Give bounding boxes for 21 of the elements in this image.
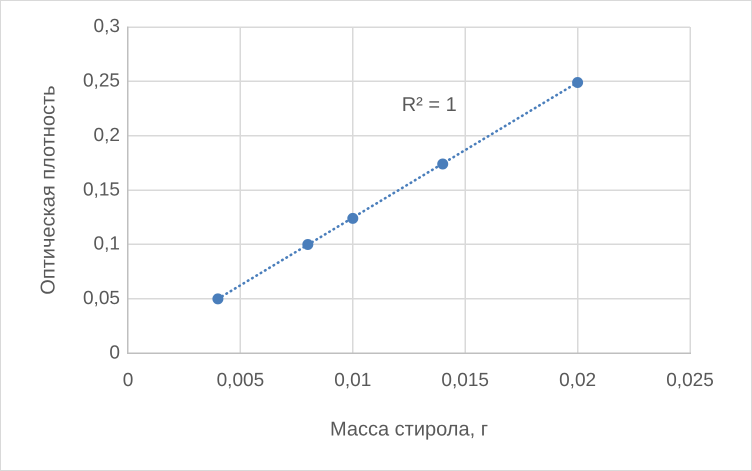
x-tick-label: 0,015 — [441, 370, 489, 391]
y-tick-label: 0,1 — [94, 234, 120, 255]
x-axis-title: Масса стирола, г — [330, 418, 488, 441]
point — [572, 76, 584, 88]
point — [437, 158, 448, 170]
point — [212, 293, 224, 304]
x-tick-label: 0,01 — [334, 370, 372, 391]
y-tick-label: 0,05 — [82, 288, 120, 310]
point — [347, 212, 358, 224]
y-tick-label: 0,2 — [94, 124, 120, 146]
y-tick-label: 0,3 — [94, 16, 120, 38]
x-tick-label: 0,02 — [559, 370, 596, 391]
x-tick-label: 0,025 — [666, 370, 714, 391]
point — [302, 238, 314, 250]
x-tick-label: 0 — [122, 370, 134, 391]
y-tick-label: 0 — [109, 342, 120, 364]
annotation: R² = 1 — [402, 94, 457, 116]
x-tick-label: 0,005 — [216, 370, 264, 391]
y-axis-title: Оптическая плотность — [38, 85, 60, 295]
y-tick-label: 0,25 — [82, 70, 120, 92]
y-tick-label: 0,15 — [82, 179, 120, 200]
